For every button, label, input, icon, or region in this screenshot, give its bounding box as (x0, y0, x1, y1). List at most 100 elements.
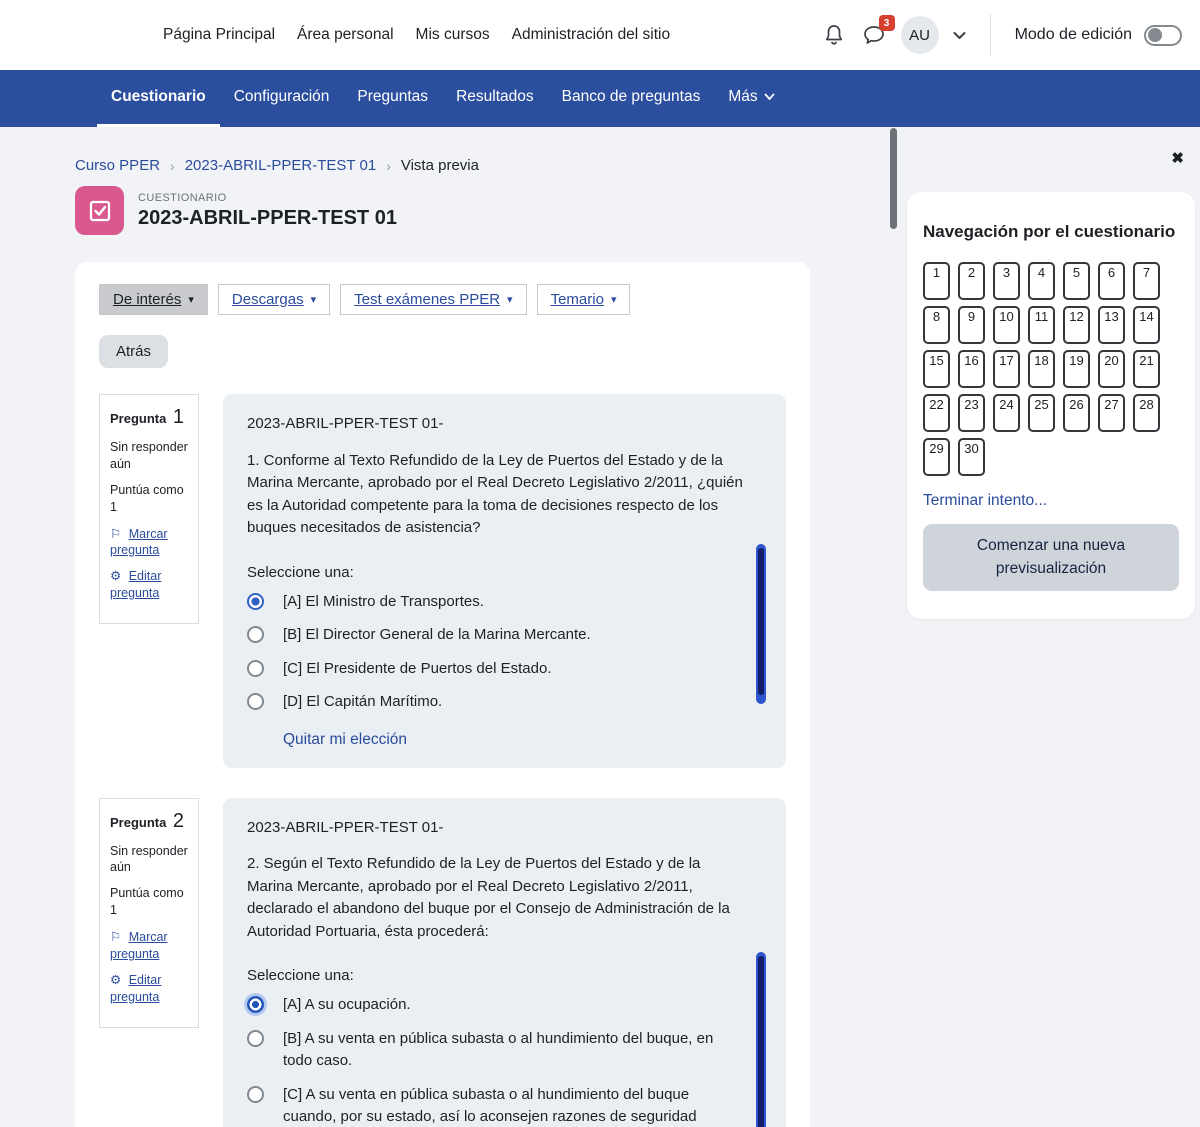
question-nav-button-18[interactable]: 18 (1028, 350, 1055, 388)
finish-attempt-link[interactable]: Terminar intento... (923, 492, 1048, 509)
question-nav-button-23[interactable]: 23 (958, 394, 985, 432)
question-nav-button-24[interactable]: 24 (993, 394, 1020, 432)
radio-unselected[interactable] (247, 659, 264, 677)
question-nav-button-10[interactable]: 10 (993, 306, 1020, 344)
nav-item-administracion[interactable]: Administración del sitio (511, 26, 671, 43)
tab-mas-label: Más (728, 88, 758, 105)
question-nav-button-29[interactable]: 29 (923, 438, 950, 476)
flag-question-link[interactable]: Marcar pregunta (110, 930, 168, 961)
breadcrumb-quiz[interactable]: 2023-ABRIL-PPER-TEST 01 (184, 157, 377, 174)
edit-question-link[interactable]: Editar pregunta (110, 569, 162, 601)
edit-mode-toggle[interactable] (1144, 24, 1182, 46)
nav-item-pagina-principal[interactable]: Página Principal (163, 26, 276, 43)
answer-option[interactable]: [B] El Director General de la Marina Mer… (247, 624, 727, 647)
question-nav-button-3[interactable]: 3 (993, 262, 1020, 300)
question-nav-button-8[interactable]: 8 (923, 306, 950, 344)
question-scrollbar-thumb[interactable] (758, 955, 764, 1127)
quiz-card: De interés ▾ Descargas ▾ Test exámenes P… (75, 262, 810, 1127)
breadcrumb-separator-icon: › (386, 157, 391, 174)
question-nav-button-13[interactable]: 13 (1098, 306, 1125, 344)
question-nav-button-21[interactable]: 21 (1133, 350, 1160, 388)
answer-option[interactable]: [A] A su ocupación. (247, 994, 727, 1017)
notifications-bell-icon[interactable] (821, 22, 847, 48)
radio-unselected[interactable] (247, 1085, 264, 1103)
question-scrollbar[interactable] (756, 951, 766, 1127)
clear-choice-link[interactable]: Quitar mi elección (283, 730, 408, 748)
question-nav-button-26[interactable]: 26 (1063, 394, 1090, 432)
tab-label: Temario (550, 291, 604, 308)
question-nav-button-19[interactable]: 19 (1063, 350, 1090, 388)
edit-question-link[interactable]: Editar pregunta (110, 972, 162, 1004)
nav-item-mis-cursos[interactable]: Mis cursos (415, 26, 490, 43)
answer-option[interactable]: [D] El Capitán Marítimo. (247, 691, 727, 714)
question-nav-button-1[interactable]: 1 (923, 262, 950, 300)
gear-icon: ⚙ (110, 569, 122, 584)
question-nav-button-11[interactable]: 11 (1028, 306, 1055, 344)
tab-mas[interactable]: Más (714, 70, 788, 127)
question-nav-button-27[interactable]: 27 (1098, 394, 1125, 432)
question-header: 2023-ABRIL-PPER-TEST 01- (247, 818, 444, 836)
option-label: [A] A su ocupación. (283, 996, 411, 1013)
breadcrumb-separator-icon: › (170, 157, 175, 174)
answer-option[interactable]: [C] A su venta en pública subasta o al h… (247, 1084, 727, 1127)
flag-icon: ⚐ (110, 930, 122, 944)
radio-unselected[interactable] (247, 626, 264, 643)
back-button[interactable]: Atrás (99, 335, 169, 368)
question-nav-button-22[interactable]: 22 (923, 394, 950, 432)
close-drawer-icon[interactable]: ✖ (1171, 150, 1184, 167)
question-nav-button-7[interactable]: 7 (1133, 262, 1160, 300)
tab-cuestionario[interactable]: Cuestionario (97, 70, 220, 127)
tab-banco-de-preguntas[interactable]: Banco de preguntas (561, 88, 701, 105)
question-nav-button-2[interactable]: 2 (958, 262, 985, 300)
flag-question-link[interactable]: Marcar pregunta (110, 526, 168, 558)
avatar[interactable]: AU (900, 16, 939, 54)
breadcrumb-curso-pper[interactable]: Curso PPER (75, 157, 161, 174)
question-status: Sin responder aún (110, 843, 188, 875)
radio-unselected[interactable] (247, 693, 264, 710)
tab-configuracion[interactable]: Configuración (233, 88, 330, 105)
question-nav-button-16[interactable]: 16 (958, 350, 985, 388)
messages-count-badge: 3 (878, 15, 895, 31)
tab-preguntas[interactable]: Preguntas (357, 88, 429, 105)
tab-test-examenes-pper[interactable]: Test exámenes PPER ▾ (340, 284, 527, 315)
question-nav-button-25[interactable]: 25 (1028, 394, 1055, 432)
user-menu-chevron-down-icon[interactable] (953, 31, 966, 40)
question-nav-button-17[interactable]: 17 (993, 350, 1020, 388)
radio-selected[interactable] (247, 592, 264, 610)
question-scrollbar-thumb[interactable] (758, 548, 764, 695)
primary-nav: Página Principal Área personal Mis curso… (163, 26, 670, 44)
question-number: 1 (172, 406, 184, 428)
question-nav-button-14[interactable]: 14 (1133, 306, 1160, 344)
question-nav-button-12[interactable]: 12 (1063, 306, 1090, 344)
messages-icon[interactable]: 3 (861, 15, 895, 48)
page-scrollbar-thumb[interactable] (890, 128, 897, 229)
question-nav-button-5[interactable]: 5 (1063, 262, 1090, 300)
radio-unselected[interactable] (247, 1029, 264, 1047)
question-block-2: Pregunta 2 Sin responder aún Puntúa como… (99, 797, 786, 1127)
option-label: [A] El Ministro de Transportes. (283, 592, 484, 610)
question-grade: Puntúa como 1 (110, 886, 184, 918)
question-nav-button-20[interactable]: 20 (1098, 350, 1125, 388)
answer-option[interactable]: [C] El Presidente de Puertos del Estado. (247, 658, 727, 681)
nav-item-area-personal[interactable]: Área personal (297, 26, 394, 43)
tab-resultados[interactable]: Resultados (456, 88, 534, 105)
answer-option[interactable]: [A] El Ministro de Transportes. (247, 591, 727, 614)
tab-de-interes[interactable]: De interés ▾ (99, 284, 208, 315)
toggle-knob (1148, 28, 1162, 42)
question-nav-button-9[interactable]: 9 (958, 306, 985, 344)
question-nav-button-30[interactable]: 30 (958, 438, 985, 476)
page-body: Curso PPER › 2023-ABRIL-PPER-TEST 01 › V… (0, 127, 1200, 1127)
radio-selected-focused[interactable] (247, 996, 264, 1013)
quiz-navigation-block: Navegación por el cuestionario 1 2 3 4 5… (907, 192, 1195, 619)
start-new-preview-button[interactable]: Comenzar una nueva previsualización (923, 524, 1179, 591)
question-nav-button-4[interactable]: 4 (1028, 262, 1055, 300)
question-nav-button-6[interactable]: 6 (1098, 262, 1125, 300)
tab-temario[interactable]: Temario ▾ (536, 284, 631, 315)
question-nav-button-15[interactable]: 15 (923, 350, 950, 388)
answer-option[interactable]: [B] A su venta en pública subasta o al h… (247, 1028, 727, 1073)
caret-down-icon: ▾ (507, 294, 513, 306)
question-nav-button-28[interactable]: 28 (1133, 394, 1160, 432)
tab-label: Descargas (231, 291, 304, 308)
tab-descargas[interactable]: Descargas ▾ (217, 284, 331, 315)
question-scrollbar[interactable] (756, 544, 766, 704)
